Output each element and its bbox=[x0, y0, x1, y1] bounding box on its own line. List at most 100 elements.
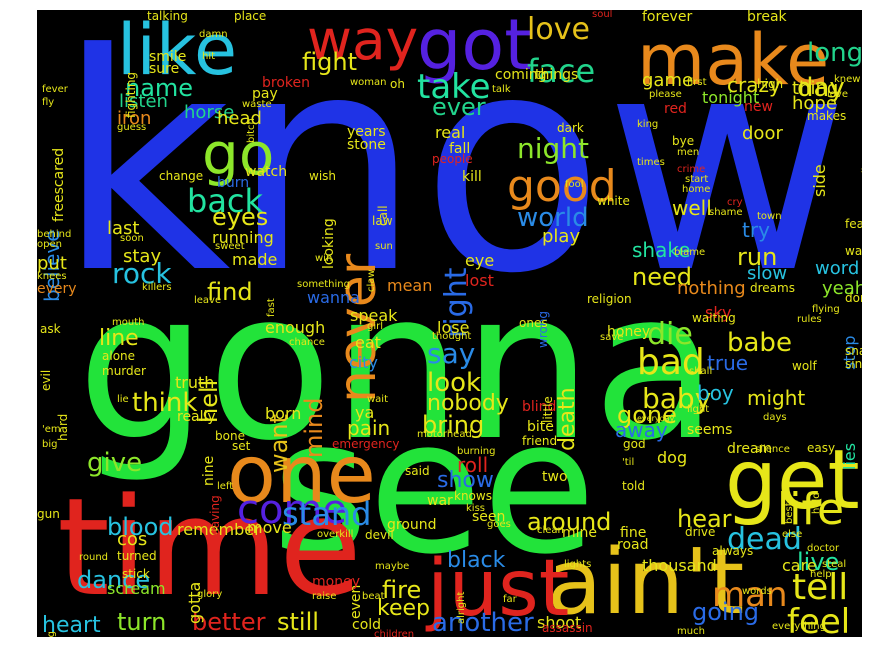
cloud-word: friend bbox=[522, 434, 558, 448]
cloud-word: care bbox=[782, 556, 817, 575]
cloud-word: big bbox=[42, 439, 58, 450]
cloud-word: truth bbox=[175, 373, 215, 392]
cloud-word: god bbox=[623, 437, 646, 451]
cloud-word: walk bbox=[845, 244, 862, 258]
cloud-word: around bbox=[527, 508, 612, 536]
cloud-word: eat bbox=[355, 333, 381, 352]
cloud-word: pain bbox=[347, 416, 391, 440]
cloud-word: need bbox=[632, 263, 692, 291]
cloud-word: makes bbox=[807, 109, 847, 123]
cloud-word: fire bbox=[382, 576, 422, 604]
cloud-word: turn bbox=[117, 608, 167, 636]
cloud-word: king bbox=[637, 119, 659, 130]
cloud-word: world bbox=[517, 203, 589, 233]
cloud-word: fly bbox=[42, 97, 55, 108]
cloud-word: wolf bbox=[792, 359, 817, 373]
cloud-word: high bbox=[757, 77, 784, 91]
cloud-word: gun bbox=[37, 507, 60, 521]
cloud-word: knees bbox=[37, 271, 67, 282]
cloud-word: freescared bbox=[51, 147, 67, 222]
cloud-word: town bbox=[757, 211, 782, 222]
cloud-word: chance bbox=[289, 337, 325, 348]
cloud-word: flying bbox=[812, 304, 840, 315]
cloud-word: ground bbox=[387, 517, 437, 533]
cloud-word: real bbox=[435, 123, 466, 142]
cloud-word: another bbox=[432, 608, 534, 637]
cloud-word: babe bbox=[727, 328, 792, 358]
cloud-word: seems bbox=[687, 422, 733, 438]
cloud-word: men bbox=[677, 147, 700, 158]
cloud-word: stay bbox=[123, 246, 162, 267]
cloud-word: goes bbox=[487, 519, 511, 530]
cloud-word: religion bbox=[587, 292, 632, 306]
cloud-word: bite bbox=[527, 419, 554, 435]
cloud-word: keep bbox=[377, 596, 430, 621]
cloud-word: set bbox=[232, 439, 251, 453]
cloud-word: bring bbox=[422, 411, 485, 439]
cloud-word: hope bbox=[792, 93, 837, 114]
cloud-word: crazy bbox=[727, 73, 781, 97]
cloud-word: leave bbox=[194, 295, 222, 306]
cloud-word: cos bbox=[117, 529, 148, 550]
cloud-word: way bbox=[307, 10, 419, 72]
cloud-word: dance bbox=[77, 566, 151, 594]
cloud-word: woman bbox=[350, 77, 387, 88]
cloud-word: show bbox=[437, 468, 494, 493]
cloud-word: stand bbox=[282, 495, 372, 533]
cloud-word: game bbox=[642, 70, 694, 91]
cloud-word: call bbox=[376, 205, 390, 227]
cloud-word: fever bbox=[42, 84, 68, 95]
cloud-word: thousand bbox=[642, 556, 717, 575]
cloud-word: done bbox=[845, 291, 862, 305]
cloud-word: waiting bbox=[692, 311, 736, 325]
cloud-word: love bbox=[827, 89, 848, 100]
cloud-word: people bbox=[432, 152, 473, 166]
cloud-word: 'em bbox=[42, 424, 61, 435]
cloud-word: lights bbox=[564, 559, 592, 570]
cloud-word: boy bbox=[697, 381, 734, 405]
cloud-word: slow bbox=[747, 263, 788, 284]
cloud-word: stone bbox=[347, 137, 386, 153]
cloud-word: run bbox=[737, 243, 778, 271]
cloud-word: wish bbox=[309, 169, 337, 183]
cloud-word: take bbox=[417, 67, 491, 107]
cloud-word: new bbox=[744, 99, 773, 115]
cloud-word: go bbox=[202, 120, 275, 188]
cloud-word: snake bbox=[845, 344, 862, 358]
cloud-word: overkill bbox=[317, 529, 354, 540]
cloud-word: eyes bbox=[212, 203, 269, 231]
cloud-word: look bbox=[427, 368, 482, 398]
cloud-word: talk bbox=[492, 84, 511, 95]
cloud-word: dead bbox=[727, 522, 802, 557]
cloud-word: alone bbox=[102, 349, 136, 363]
cloud-word: sweet bbox=[215, 241, 245, 252]
cloud-word: shake bbox=[632, 238, 691, 262]
cloud-word: feel bbox=[787, 602, 851, 637]
cloud-word: motorhead bbox=[417, 429, 472, 440]
cloud-word: crime bbox=[677, 164, 706, 175]
cloud-word: beat bbox=[362, 591, 385, 602]
cloud-word: knows bbox=[454, 489, 492, 503]
cloud-word: think bbox=[132, 388, 198, 418]
cloud-word: else bbox=[782, 529, 803, 540]
cloud-word: mean bbox=[387, 276, 433, 295]
cloud-word: just bbox=[427, 544, 570, 634]
cloud-word: baby bbox=[642, 382, 712, 415]
cloud-word: mouth bbox=[112, 317, 145, 328]
cloud-word: dreams bbox=[750, 281, 795, 295]
cloud-word: assassin bbox=[542, 621, 593, 635]
cloud-word: remember bbox=[177, 520, 261, 539]
cloud-word: stick bbox=[122, 567, 150, 581]
cloud-word: talking bbox=[147, 10, 188, 23]
cloud-word: dog bbox=[657, 448, 688, 467]
cloud-word: little bbox=[541, 395, 555, 423]
cloud-word: light bbox=[687, 404, 710, 415]
cloud-word: start bbox=[685, 174, 709, 185]
cloud-word: leaving bbox=[208, 495, 222, 540]
cloud-word: please bbox=[649, 89, 682, 100]
cloud-word: said bbox=[405, 464, 430, 478]
cloud-word: coming bbox=[495, 67, 547, 83]
cloud-word: rock bbox=[112, 257, 172, 290]
cloud-word: far bbox=[503, 594, 517, 605]
cloud-word: sing bbox=[845, 357, 862, 371]
